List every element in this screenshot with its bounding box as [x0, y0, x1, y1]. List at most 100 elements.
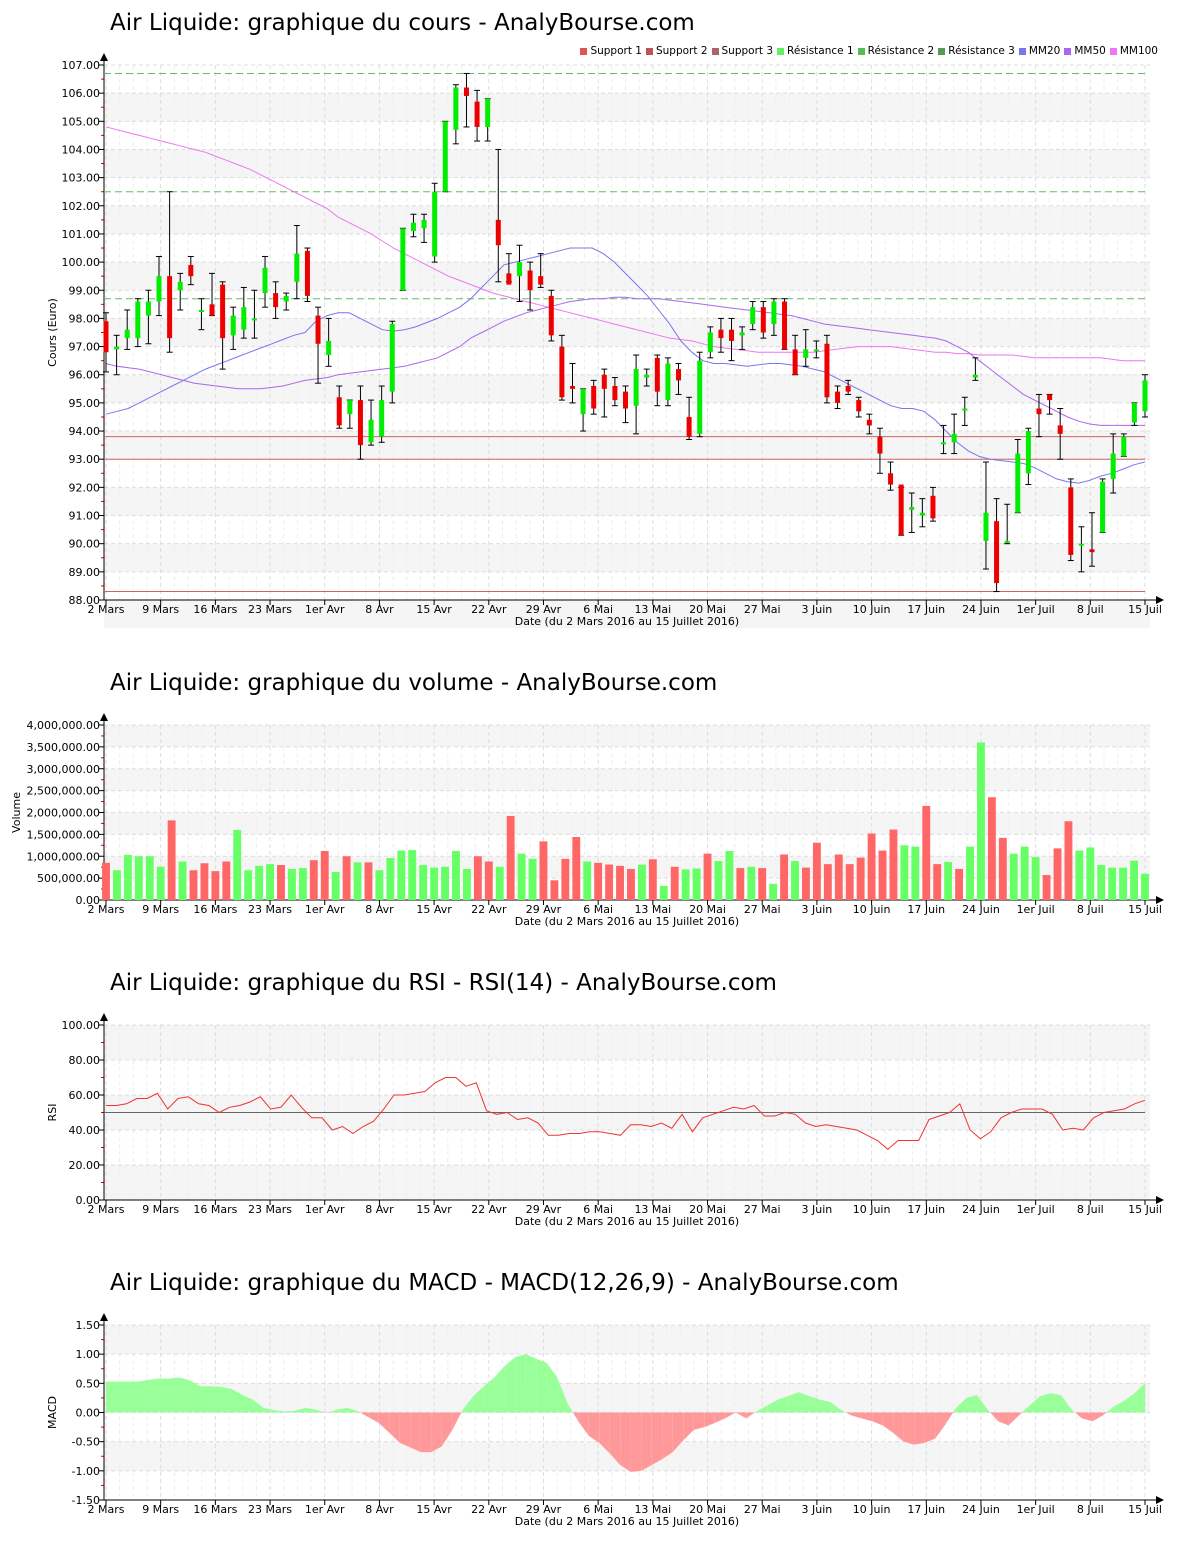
volume-bar	[353, 862, 362, 900]
x-tick-label: 16 Mars	[193, 603, 237, 616]
legend-item: Résistance 1	[777, 45, 854, 57]
macd-area	[504, 1357, 516, 1413]
macd-area	[326, 1412, 329, 1414]
x-tick-label: 29 Avr	[526, 903, 562, 916]
volume-bar	[1141, 873, 1149, 900]
legend-label: Support 2	[655, 45, 708, 57]
macd-area	[179, 1377, 190, 1413]
macd-area	[515, 1354, 526, 1413]
macd-area	[767, 1399, 778, 1413]
rsi-line	[106, 1077, 1146, 1150]
candlestick	[622, 385, 629, 424]
macd-area	[861, 1412, 873, 1422]
legend-swatch-icon	[1064, 47, 1072, 55]
candlestick	[855, 396, 862, 418]
candlestick	[1035, 393, 1042, 438]
x-tick-label: 22 Avr	[471, 1503, 507, 1516]
macd-area	[452, 1412, 462, 1430]
candlestick	[802, 329, 809, 367]
x-tick-label: 23 Mars	[248, 1503, 292, 1516]
volume-bar	[1086, 847, 1095, 900]
volume-bar	[703, 853, 712, 900]
candlestick	[378, 385, 385, 443]
candlestick	[1099, 478, 1106, 533]
candlestick	[230, 306, 237, 350]
x-tick-label: 6 Mai	[583, 603, 613, 616]
rsi-axes: 100.00 80.00 60.00 40.00 20.00 0.002 Mars 9 Ma…	[46, 1013, 1164, 1228]
macd-area	[462, 1396, 474, 1413]
price-chart-title: Air Liquide: graphique du cours - AnalyB…	[110, 10, 695, 36]
candlestick	[898, 484, 905, 536]
candlestick	[643, 368, 650, 387]
candlestick	[1078, 526, 1085, 573]
x-tick-label: 10 Juin	[853, 603, 891, 616]
legend-swatch-icon	[857, 47, 865, 55]
macd-area	[672, 1412, 684, 1453]
volume-bar	[1108, 867, 1117, 900]
volume-bar	[277, 865, 285, 900]
candlestick	[124, 309, 131, 350]
candlestick	[993, 498, 1000, 593]
candlestick	[452, 84, 459, 145]
volume-bar	[375, 870, 384, 900]
macd-area	[106, 1381, 117, 1413]
x-tick-label: 16 Mars	[193, 903, 237, 916]
y-tick-label: 102.00	[62, 200, 101, 213]
volume-bar	[167, 820, 176, 900]
x-tick-label: 3 Juin	[802, 1203, 833, 1216]
x-tick-label: 24 Juin	[962, 603, 1000, 616]
macd-area	[893, 1412, 904, 1442]
y-tick-label: 95.00	[69, 397, 101, 410]
x-tick-label: 22 Avr	[471, 1203, 507, 1216]
x-tick-label: 17 Juin	[907, 903, 945, 916]
candlestick	[283, 292, 290, 311]
x-tick-label: 9 Mars	[142, 1503, 179, 1516]
volume-bar	[944, 861, 953, 900]
x-tick-label: 1er Juil	[1017, 903, 1055, 916]
legend-label: Résistance 1	[787, 45, 854, 57]
rsi-chart-title: Air Liquide: graphique du RSI - RSI(14) …	[110, 970, 777, 996]
x-tick-label: 2 Mars	[88, 903, 125, 916]
candlestick	[1120, 433, 1127, 457]
candlestick	[813, 340, 820, 359]
y-tick-label: 1.00	[76, 1348, 101, 1361]
macd-area	[1040, 1393, 1051, 1413]
macd-area	[924, 1412, 936, 1443]
macd-area	[525, 1354, 537, 1413]
volume-bar	[812, 842, 821, 900]
legend-swatch-icon	[938, 47, 946, 55]
x-tick-label: 13 Mai	[634, 1503, 671, 1516]
volume-bar	[386, 858, 395, 900]
macd-area	[990, 1412, 999, 1422]
macd-area	[441, 1412, 453, 1447]
x-tick-label: 2 Mars	[88, 1503, 125, 1516]
y-tick-label: 104.00	[62, 143, 101, 156]
macd-area	[662, 1412, 673, 1460]
candlestick	[293, 225, 300, 300]
macd-area	[210, 1386, 222, 1413]
macd-area	[359, 1412, 369, 1418]
macd-area	[378, 1412, 390, 1433]
volume-bar	[648, 859, 657, 900]
macd-area	[935, 1412, 946, 1439]
volume-bar	[287, 868, 296, 900]
candlestick	[315, 306, 322, 384]
macd-area	[777, 1396, 789, 1413]
x-tick-label: 8 Juil	[1077, 1203, 1104, 1216]
candlestick	[664, 357, 671, 407]
candlestick	[336, 385, 343, 429]
volume-bar	[506, 816, 515, 900]
volume-bar	[966, 846, 974, 900]
price-legend: Support 1 Support 2 Support 3 Résistance 1 R…	[580, 45, 1158, 57]
volume-bar	[933, 864, 942, 900]
candlestick	[240, 286, 247, 339]
candlestick	[1131, 402, 1138, 426]
x-tick-label: 20 Mai	[689, 603, 726, 616]
y-tick-label: 3,500,000.00	[27, 741, 100, 754]
x-tick-label: 27 Mai	[744, 1503, 781, 1516]
candlestick	[495, 148, 502, 283]
volume-bar	[1042, 875, 1051, 900]
x-tick-label: 1er Avr	[305, 1503, 345, 1516]
macd-area	[756, 1405, 768, 1413]
macd-chart-title: Air Liquide: graphique du MACD - MACD(12…	[110, 1270, 899, 1296]
